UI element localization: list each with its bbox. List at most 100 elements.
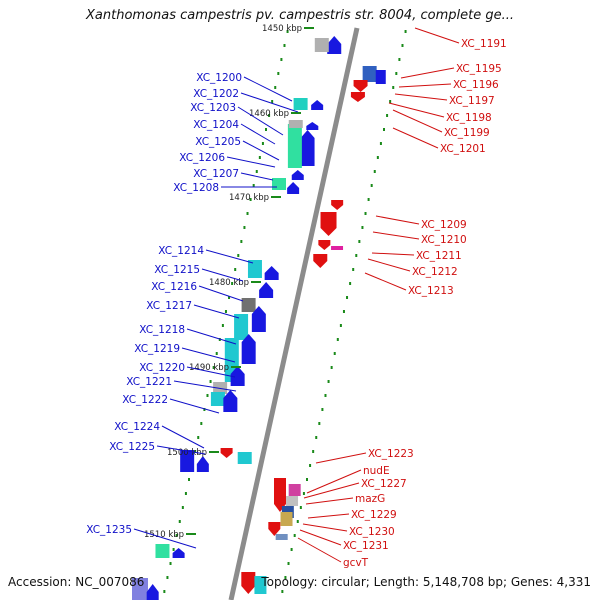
reverse-leader-line (364, 272, 407, 291)
gene-feature-box (314, 38, 329, 52)
reverse-leader-line (388, 102, 445, 118)
reverse-gene-arrow (318, 240, 331, 250)
scale-label: 1450 kbp (262, 24, 302, 34)
forward-gene-label[interactable]: XC_1217 (146, 300, 192, 312)
scale-label: 1480 kbp (209, 278, 249, 288)
track-tick (178, 520, 181, 523)
forward-gene-label[interactable]: XC_1207 (193, 168, 239, 180)
reverse-leader-line (392, 127, 439, 149)
gene-feature-box (237, 452, 252, 464)
track-tick (324, 394, 327, 397)
track-tick (302, 492, 305, 495)
forward-gene-label[interactable]: XC_1208 (173, 182, 219, 194)
forward-leader-line (156, 445, 206, 455)
forward-gene-arrow (251, 306, 266, 332)
track-tick (281, 590, 284, 593)
reverse-gene-label[interactable]: XC_1197 (449, 95, 495, 107)
gene-feature-box (375, 70, 386, 84)
reverse-gene-label[interactable]: XC_1191 (461, 38, 507, 50)
gene-feature-box (280, 512, 293, 526)
forward-gene-arrow (327, 36, 342, 54)
forward-gene-label[interactable]: XC_1219 (134, 343, 180, 355)
forward-gene-label[interactable]: XC_1222 (122, 394, 168, 406)
reverse-gene-label[interactable]: XC_1227 (361, 478, 407, 490)
forward-leader-line (226, 156, 276, 168)
forward-gene-arrow (259, 282, 274, 298)
gene-feature-box (287, 124, 302, 168)
forward-gene-label[interactable]: XC_1200 (196, 72, 242, 84)
gene-feature-box (286, 496, 299, 506)
reverse-gene-label[interactable]: XC_1198 (446, 112, 492, 124)
track-tick (355, 254, 358, 257)
forward-leader-line (181, 347, 236, 363)
reverse-leader-line (375, 215, 420, 225)
reverse-gene-label[interactable]: mazG (355, 493, 385, 505)
forward-gene-arrow (311, 100, 324, 110)
forward-gene-arrow (287, 182, 300, 194)
scale-label: 1510 kbp (144, 530, 184, 540)
reverse-gene-label[interactable]: XC_1231 (343, 540, 389, 552)
reverse-leader-line (398, 83, 452, 88)
track-tick (172, 548, 175, 551)
forward-gene-label[interactable]: XC_1214 (158, 245, 204, 257)
track-tick (395, 72, 398, 75)
tick-layer (163, 30, 407, 593)
reverse-gene-label[interactable]: XC_1209 (421, 219, 467, 231)
track-tick (361, 226, 364, 229)
forward-leader-line (240, 172, 274, 181)
forward-gene-label[interactable]: XC_1216 (151, 281, 197, 293)
gene-feature-box (210, 392, 225, 406)
reverse-gene-label[interactable]: XC_1196 (453, 79, 499, 91)
reverse-gene-label[interactable]: XC_1213 (408, 285, 454, 297)
reverse-leader-line (305, 497, 354, 505)
forward-gene-label[interactable]: XC_1203 (190, 102, 236, 114)
forward-gene-label[interactable]: XC_1221 (126, 376, 172, 388)
forward-gene-label[interactable]: XC_1220 (139, 362, 185, 374)
reverse-gene-label[interactable]: XC_1201 (440, 143, 486, 155)
track-tick (255, 170, 258, 173)
reverse-gene-label[interactable]: XC_1210 (421, 234, 467, 246)
forward-gene-label[interactable]: XC_1224 (114, 421, 160, 433)
forward-gene-label[interactable]: XC_1218 (139, 324, 185, 336)
reverse-gene-label[interactable]: gcvT (343, 557, 369, 569)
reverse-leader-line (392, 109, 443, 133)
track-tick (209, 380, 212, 383)
reverse-gene-arrow (350, 92, 365, 102)
track-tick (290, 548, 293, 551)
gene-feature-box (254, 576, 267, 594)
track-tick (346, 296, 349, 299)
forward-gene-arrow (230, 366, 245, 386)
scale-labels: 1450 kbp 1460 kbp 1470 kbp 1480 kbp 1490 kbp… (144, 24, 314, 540)
forward-gene-label[interactable]: XC_1225 (109, 441, 155, 453)
track-tick (212, 366, 215, 369)
forward-gene-label[interactable]: XC_1215 (154, 264, 200, 276)
track-tick (386, 114, 389, 117)
reverse-gene-label[interactable]: nudE (363, 465, 390, 477)
track-tick (339, 324, 342, 327)
forward-gene-label[interactable]: XC_1204 (193, 119, 239, 131)
reverse-gene-label[interactable]: XC_1223 (368, 448, 414, 460)
reverse-leader-line (372, 231, 420, 240)
forward-leader-line (201, 268, 244, 282)
track-tick (181, 506, 184, 509)
track-tick (268, 114, 271, 117)
reverse-gene-label[interactable]: XC_1212 (412, 266, 458, 278)
reverse-gene-label[interactable]: XC_1199 (444, 127, 490, 139)
forward-gene-arrow (300, 130, 315, 166)
gene-feature-box (247, 260, 262, 278)
forward-gene-label[interactable]: XC_1206 (179, 152, 225, 164)
accession-text: Accession: NC_007086 (8, 575, 145, 589)
track-tick (258, 156, 261, 159)
forward-gene-label[interactable]: XC_1202 (193, 88, 239, 100)
reverse-leader-line (297, 537, 342, 563)
forward-leader-line (173, 380, 237, 392)
reverse-gene-label[interactable]: XC_1230 (349, 526, 395, 538)
track-tick (379, 142, 382, 145)
reverse-gene-label[interactable]: XC_1211 (416, 250, 462, 262)
track-tick (309, 464, 312, 467)
reverse-gene-label[interactable]: XC_1195 (456, 63, 502, 75)
forward-gene-label[interactable]: XC_1235 (86, 524, 132, 536)
reverse-gene-label[interactable]: XC_1229 (351, 509, 397, 521)
forward-gene-label[interactable]: XC_1205 (195, 136, 241, 148)
